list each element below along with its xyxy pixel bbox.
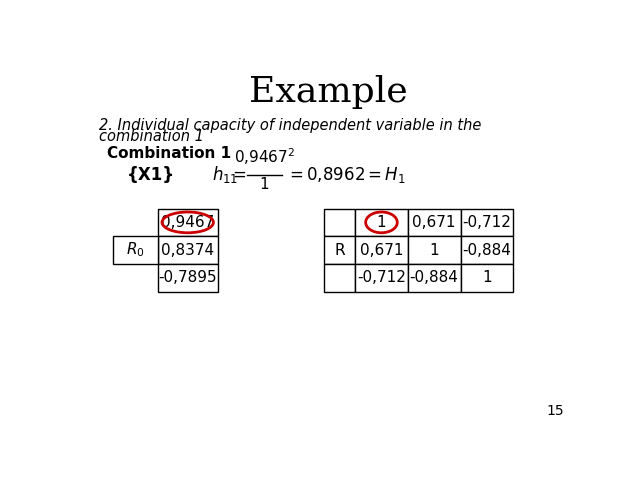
Text: {X1}: {X1}: [127, 166, 175, 184]
Bar: [157, 264, 218, 292]
Text: -0,712: -0,712: [463, 215, 511, 230]
Bar: [157, 236, 218, 264]
Text: 0,9467: 0,9467: [161, 215, 214, 230]
Text: $=$: $=$: [229, 166, 246, 183]
Text: 1: 1: [429, 242, 439, 258]
Text: -0,712: -0,712: [357, 270, 406, 285]
Text: $h_{11}$: $h_{11}$: [212, 164, 238, 185]
Text: 1: 1: [482, 270, 492, 285]
Text: 0,8374: 0,8374: [161, 242, 214, 258]
Text: 1: 1: [377, 215, 387, 230]
Bar: [461, 264, 513, 292]
Text: 2. Individual capacity of independent variable in the: 2. Individual capacity of independent va…: [99, 118, 482, 132]
Text: combination 1: combination 1: [99, 129, 204, 144]
Bar: [408, 208, 461, 236]
Text: $= 0{,}8962 = H_1$: $= 0{,}8962 = H_1$: [286, 165, 406, 185]
Text: -0,7895: -0,7895: [159, 270, 217, 285]
Text: 0,671: 0,671: [360, 242, 403, 258]
Text: -0,884: -0,884: [463, 242, 511, 258]
Bar: [324, 236, 355, 264]
Bar: [355, 236, 408, 264]
Bar: [157, 208, 218, 236]
Bar: [461, 236, 513, 264]
Bar: [324, 208, 355, 236]
Bar: [355, 264, 408, 292]
Bar: [113, 236, 157, 264]
Text: $R_0$: $R_0$: [125, 241, 145, 260]
Text: R: R: [334, 242, 345, 258]
Text: Combination 1: Combination 1: [107, 146, 231, 161]
Text: Example: Example: [248, 75, 408, 109]
Text: 15: 15: [547, 404, 564, 418]
Text: $0{,}9467^2$: $0{,}9467^2$: [234, 146, 295, 167]
Bar: [355, 208, 408, 236]
Bar: [408, 264, 461, 292]
Bar: [408, 236, 461, 264]
Text: $1$: $1$: [259, 176, 269, 192]
Bar: [324, 264, 355, 292]
Bar: [461, 208, 513, 236]
Text: 0,671: 0,671: [412, 215, 456, 230]
Text: -0,884: -0,884: [410, 270, 459, 285]
